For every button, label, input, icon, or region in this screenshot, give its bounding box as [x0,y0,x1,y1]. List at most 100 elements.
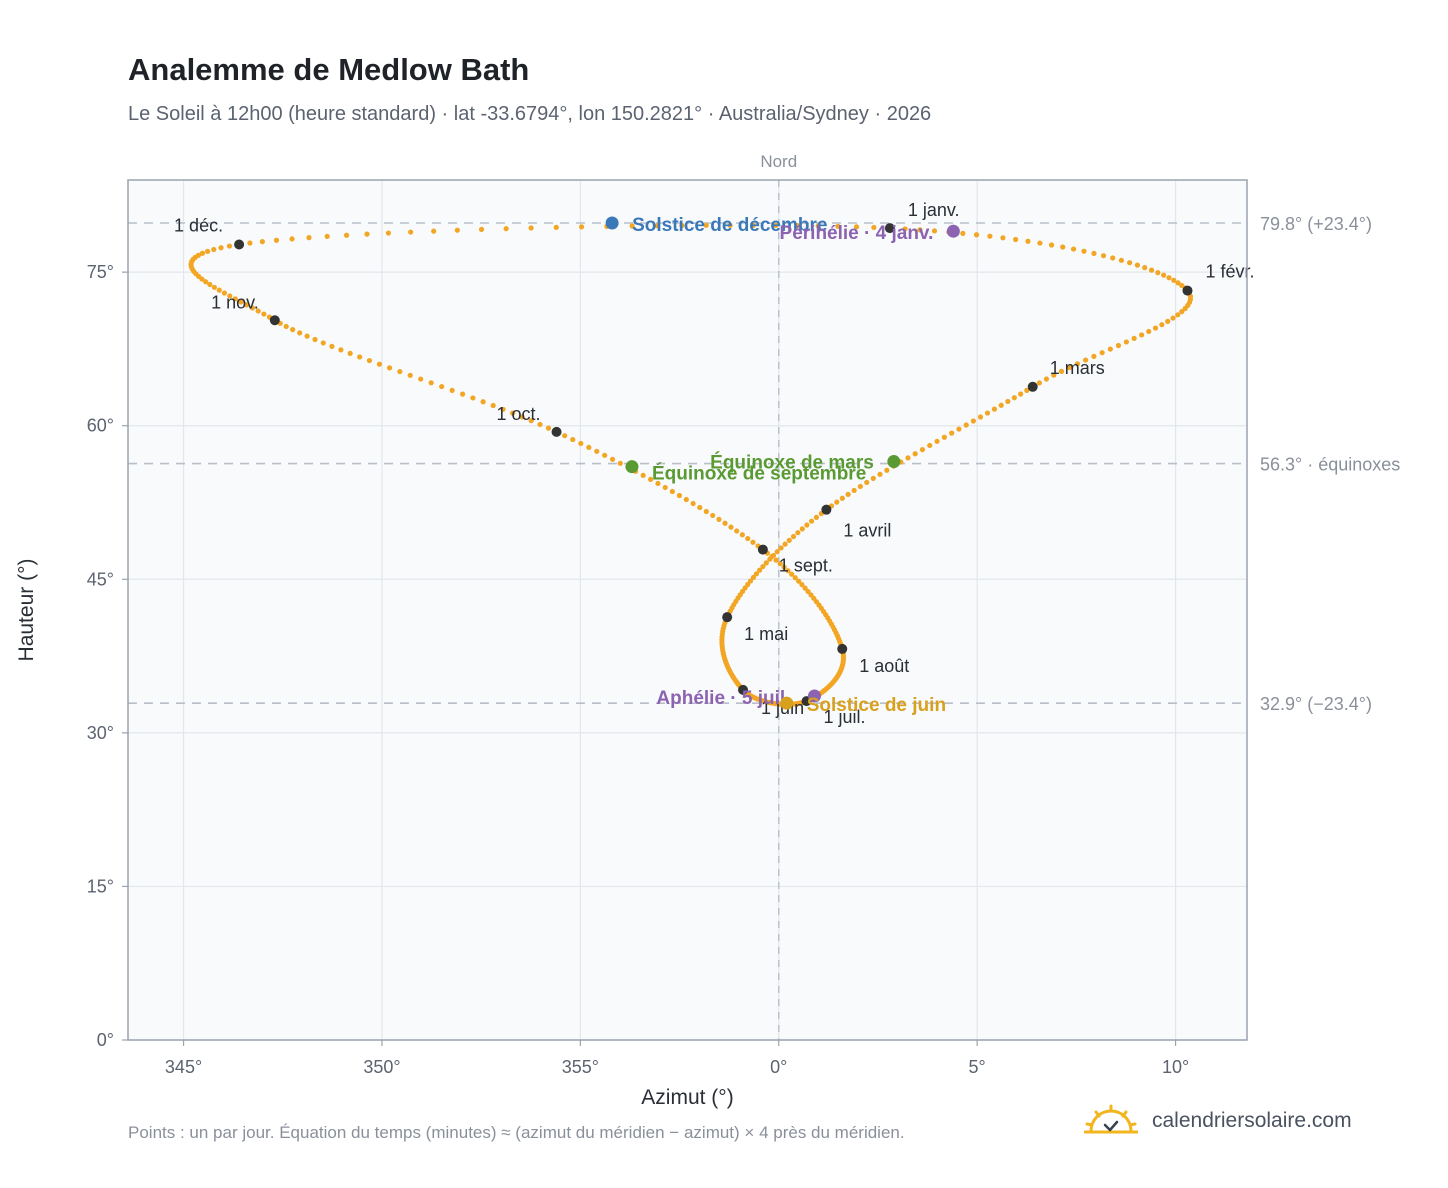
daily-point [1013,236,1019,243]
daily-point [324,233,330,240]
footnote: Points : un par jour. Équation du temps … [128,1123,905,1142]
month-marker [1182,285,1193,296]
chart-title: Analemme de Medlow Bath [128,52,530,87]
daily-point [211,284,218,290]
daily-point [428,380,434,386]
daily-point [648,476,654,482]
daily-point [1058,368,1065,374]
daily-point [418,376,424,382]
daily-point [386,365,393,371]
daily-point [782,541,788,547]
daily-point [1134,262,1141,268]
daily-point [232,296,238,302]
daily-point [1037,240,1043,246]
daily-point [385,230,392,236]
daily-point [792,575,798,581]
daily-point [261,311,267,317]
daily-point [329,343,335,349]
daily-point [789,571,795,577]
daily-point [877,471,883,477]
daily-point [815,223,821,229]
x-tick-label: 355° [562,1057,599,1077]
y-tick-label: 75° [87,262,114,282]
daily-point [960,230,966,236]
daily-point [1142,265,1148,271]
daily-point [249,305,256,311]
daily-point [834,499,840,505]
daily-point [1024,387,1030,393]
daily-point [578,224,585,230]
daily-point [578,440,584,447]
daily-point [703,508,709,515]
daily-point [813,514,820,520]
daily-point [407,372,413,378]
daily-point [679,222,685,229]
daily-point [490,402,496,409]
month-label: 1 nov. [211,292,259,312]
daily-point [931,228,938,234]
daily-point [902,226,908,232]
daily-point [1179,309,1185,315]
daily-point [956,426,962,432]
daily-point [845,491,851,497]
brand-name[interactable]: calendriersolaire.com [1152,1109,1352,1132]
month-marker [269,315,280,326]
daily-point [802,585,808,591]
daily-point [753,571,760,577]
reference-line-label: 32.9° (−23.4°) [1260,694,1372,714]
daily-point [757,567,763,573]
daily-point [510,410,516,416]
daily-point [774,549,780,555]
daily-point [1110,255,1116,261]
brand[interactable]: calendriersolaire.com [1084,1104,1352,1138]
daily-point [211,246,217,253]
daily-point [408,229,414,235]
daily-point [977,414,984,420]
daily-point [478,226,485,233]
daily-point [449,387,455,393]
daily-point [750,222,756,228]
daily-point [343,232,350,238]
event-marker [807,689,821,703]
daily-point [1099,350,1105,356]
month-label: 1 avril [843,521,891,541]
event-marker [946,224,960,238]
daily-point [745,535,751,542]
daily-point [750,574,757,581]
x-axis-label: Azimut (°) [641,1086,733,1109]
daily-point [570,436,576,443]
daily-point [1100,253,1107,259]
daily-point [857,483,863,490]
daily-point [747,578,754,584]
daily-point [778,545,784,551]
daily-point [1011,395,1017,401]
month-marker [837,643,848,654]
month-marker [722,612,733,623]
daily-point [259,239,265,245]
daily-point [690,500,696,507]
daily-point [594,448,600,454]
daily-point [480,399,486,405]
daily-point [1165,318,1171,324]
daily-point [773,222,779,229]
month-marker [757,544,768,555]
daily-point [459,391,466,397]
plot-frame [127,179,1248,1041]
month-label: 1 août [859,656,909,676]
daily-point [1152,325,1159,331]
month-marker [821,504,832,515]
daily-point [553,224,559,230]
month-label: 1 janv. [908,200,960,220]
daily-point [1182,305,1188,312]
daily-point [1175,280,1181,286]
daily-point [1091,353,1097,359]
daily-point [290,327,296,333]
month-marker [1027,381,1038,392]
event-label: Solstice de juin [807,695,946,716]
daily-point [804,522,810,528]
daily-point [470,395,476,401]
daily-point [273,237,280,243]
daily-point [970,418,976,424]
daily-point [763,560,769,566]
daily-point [454,227,460,233]
